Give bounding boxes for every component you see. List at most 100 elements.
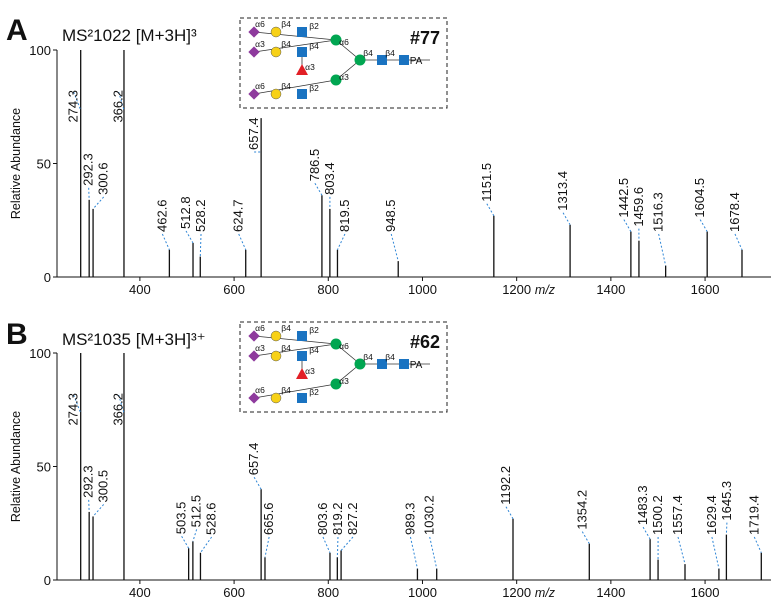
peak-label: 1354.2 (574, 490, 589, 530)
peak-label: 1459.6 (631, 187, 646, 227)
x-tick-label: 600 (223, 585, 245, 600)
label-connector (563, 213, 570, 225)
linkage-label: α6 (255, 323, 265, 333)
y-tick-label: 50 (37, 157, 51, 172)
label-connector (162, 234, 169, 250)
label-connector (186, 231, 193, 243)
linkage-label: β4 (363, 48, 373, 58)
linkage-label: β4 (281, 19, 291, 29)
peak-label: 819.5 (337, 199, 352, 232)
y-tick-label: 0 (44, 573, 51, 588)
label-connector (200, 537, 211, 553)
peak-label: 1629.4 (704, 495, 719, 535)
peak-label: 462.6 (154, 199, 169, 232)
peak-label: 1645.3 (719, 481, 734, 521)
y-tick-label: 100 (29, 43, 51, 58)
x-tick-label: 1200 (502, 585, 531, 600)
peak-label: 803.6 (315, 502, 330, 535)
peak-label: 1442.5 (616, 178, 631, 218)
linkage-label: α3 (339, 72, 349, 82)
linkage-label: α6 (255, 19, 265, 29)
x-tick-label: 1600 (691, 585, 720, 600)
linkage-label: β4 (281, 81, 291, 91)
linkage (254, 80, 336, 94)
peak-label: 665.6 (261, 502, 276, 535)
label-connector (315, 183, 322, 195)
y-tick-label: 100 (29, 346, 51, 361)
structure-id: #62 (410, 332, 440, 352)
glcnac (399, 55, 409, 65)
y-tick-label: 0 (44, 270, 51, 285)
linkage (254, 40, 336, 52)
spectrum-title: MS²1022 [M+3H]³ (62, 26, 197, 45)
peak-label: 528.6 (204, 502, 219, 535)
label-connector (254, 477, 261, 489)
glcnac (297, 331, 307, 341)
label-connector (391, 234, 398, 261)
glcnac (399, 359, 409, 369)
label-connector (337, 234, 344, 250)
x-axis-label: m/z (535, 586, 556, 600)
linkage-label: β4 (281, 385, 291, 395)
peak-label: 528.2 (193, 199, 208, 232)
galactose (271, 89, 281, 99)
x-tick-label: 1400 (596, 585, 625, 600)
peak-label: 827.2 (345, 502, 360, 535)
linkage (254, 336, 336, 344)
galactose (271, 47, 281, 57)
label-connector (93, 504, 104, 516)
glycan-structure: α6β4β2α3β4β4α3α6β4β2α6α3β4β4PA#62 (240, 322, 447, 412)
peak-label: 292.3 (81, 153, 96, 186)
linkage-label: β4 (309, 345, 319, 355)
linkage (254, 32, 336, 40)
peak-label: 624.7 (231, 199, 246, 232)
glcnac (297, 27, 307, 37)
linkage-label: α3 (339, 376, 349, 386)
y-axis-label: Relative Abundance (9, 411, 23, 522)
linkage-label: α6 (339, 37, 349, 47)
x-tick-label: 1600 (691, 282, 720, 297)
label-connector (754, 537, 761, 553)
linkage-label: α6 (339, 341, 349, 351)
x-tick-label: 1400 (596, 282, 625, 297)
page: A MS²1022 [M+3H]³ Relative Abundance m/z 0 50… (0, 0, 778, 602)
x-tick-label: 600 (223, 282, 245, 297)
linkage-label: α3 (255, 343, 265, 353)
linkage-label: β2 (309, 325, 319, 335)
label-connector (624, 220, 631, 232)
linkage-label: β2 (309, 21, 319, 31)
linkage-label: β4 (309, 41, 319, 51)
peak-label: 292.3 (81, 465, 96, 498)
panel-letter: A (6, 14, 28, 47)
panel-letter: B (6, 318, 28, 351)
x-tick-label: 800 (317, 282, 339, 297)
label-connector (410, 537, 417, 569)
label-connector (239, 234, 246, 250)
glycan-structure: α6β4β2α3β4β4α3α6β4β2α6α3β4β4PA#77 (240, 18, 447, 108)
glcnac (297, 393, 307, 403)
label-connector (430, 537, 437, 569)
peak-label: 1192.2 (498, 466, 513, 505)
linkage (254, 384, 336, 398)
peak-label: 512.5 (189, 495, 204, 528)
label-connector (712, 537, 719, 569)
galactose (271, 27, 281, 37)
label-connector (506, 507, 513, 519)
linkage-label: β4 (281, 323, 291, 333)
label-connector (735, 234, 742, 250)
peak-label: 274.3 (66, 393, 81, 426)
linkage-label: β4 (281, 39, 291, 49)
linkage-label: β4 (385, 352, 395, 362)
spectrum-title: MS²1035 [M+3H]³⁺ (62, 330, 206, 349)
label-connector (93, 197, 104, 209)
linkage-label: α3 (255, 39, 265, 49)
peak-label: 503.5 (174, 502, 189, 535)
linkage (254, 344, 336, 356)
galactose (271, 331, 281, 341)
x-tick-label: 800 (317, 585, 339, 600)
label-connector (323, 537, 330, 553)
linkage-label: β2 (309, 387, 319, 397)
x-tick-label: 1200 (502, 282, 531, 297)
peak-label: 989.3 (402, 502, 417, 535)
linkage-label: α6 (255, 81, 265, 91)
